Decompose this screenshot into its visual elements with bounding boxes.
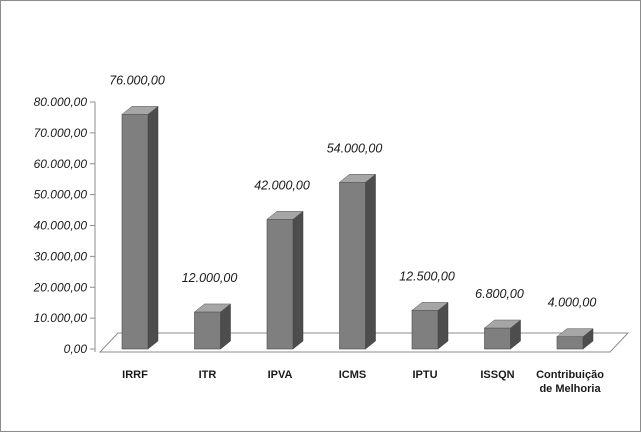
bar-side <box>365 173 376 350</box>
y-tick-label: 50.000,00 <box>34 188 88 202</box>
category-label: IPVA <box>268 369 293 381</box>
category-label-line: ITR <box>199 369 217 381</box>
y-tick-label: 20.000,00 <box>33 280 88 294</box>
bar-top <box>266 211 304 220</box>
bar-side <box>292 210 304 350</box>
y-tick-label: 80.000,00 <box>34 95 88 109</box>
category-label-line: Contribuição <box>536 369 604 381</box>
category-label-line: ICMS <box>339 369 367 381</box>
y-tick-label: 30.000,00 <box>34 249 88 263</box>
y-tick-label: 40.000,00 <box>34 219 88 233</box>
data-label: 42.000,00 <box>254 178 310 192</box>
category-label-line: ISSQN <box>480 369 514 381</box>
bar-top <box>483 319 522 329</box>
data-label: 76.000,00 <box>109 73 165 87</box>
category-label: ICMS <box>339 369 367 381</box>
y-tick-label: 10.000,00 <box>34 311 88 325</box>
bar <box>411 310 439 350</box>
category-label: IRRF <box>122 369 148 381</box>
data-label: 12.500,00 <box>399 269 455 283</box>
bar-top <box>193 303 232 313</box>
category-label-line: IRRF <box>122 369 148 381</box>
bar-top <box>121 106 159 115</box>
bar-top <box>338 174 377 183</box>
category-label: IPTU <box>412 369 437 381</box>
data-label: 4.000,00 <box>548 296 597 310</box>
category-label-line: IPVA <box>268 369 293 381</box>
bar <box>339 181 366 350</box>
bar <box>266 219 294 350</box>
bar <box>194 311 221 350</box>
bar-side <box>147 105 159 350</box>
data-label: 12.000,00 <box>182 271 238 285</box>
category-label: Contribuição de Melhoria <box>536 369 604 395</box>
data-label: 6.800,00 <box>475 287 524 301</box>
bar <box>484 327 511 350</box>
y-tick-label: 0,00 <box>64 342 88 356</box>
category-label-line: de Melhoria <box>539 383 601 395</box>
bar <box>556 336 584 350</box>
category-label: ITR <box>199 369 217 381</box>
y-tick-label: 60.000,00 <box>34 157 88 171</box>
data-label: 54.000,00 <box>327 141 383 155</box>
bar <box>121 114 149 350</box>
category-label: ISSQN <box>480 369 514 381</box>
bar-top <box>411 302 449 311</box>
category-label-line: IPTU <box>412 369 437 381</box>
bar-top <box>556 328 594 337</box>
y-tick-label: 70.000,00 <box>34 126 88 140</box>
